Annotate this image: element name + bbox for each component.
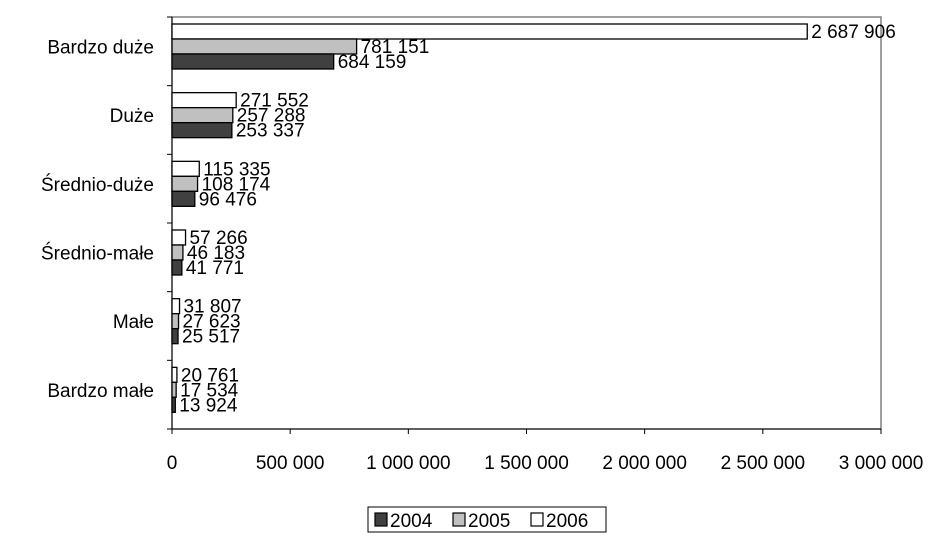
- bar-2006: [171, 23, 808, 40]
- bar-2006: [171, 298, 181, 315]
- data-label: 17 534: [180, 380, 239, 401]
- data-label: 108 174: [202, 174, 271, 195]
- bar-2004: [171, 328, 179, 345]
- bar-2005: [171, 313, 180, 330]
- bar-2005: [171, 38, 358, 55]
- bar-2005: [171, 381, 177, 398]
- x-tick-label: 1 500 000: [484, 453, 569, 474]
- x-tick-label: 500 000: [256, 453, 325, 474]
- data-label: 115 335: [203, 159, 270, 180]
- x-tick-label: 1 000 000: [366, 453, 451, 474]
- plot-border: [171, 16, 882, 430]
- category-label: Średnio-małe: [41, 243, 154, 265]
- category-label: Małe: [113, 312, 154, 333]
- data-label: 57 266: [190, 228, 248, 249]
- bar-2005: [171, 175, 199, 192]
- x-tick-label: 3 000 000: [839, 453, 924, 474]
- data-label: 257 288: [237, 106, 306, 127]
- bar-2005: [171, 244, 184, 261]
- category-label: Bardzo małe: [47, 381, 154, 402]
- x-tick-label: 2 000 000: [602, 453, 687, 474]
- data-label: 20 761: [181, 365, 239, 386]
- x-tick-label: 2 500 000: [721, 453, 806, 474]
- legend-label: 2004: [390, 511, 433, 532]
- data-label: 41 771: [186, 258, 244, 279]
- bar-2006: [171, 229, 187, 246]
- legend-box: [367, 506, 607, 533]
- legend-swatch-2006: [530, 512, 544, 527]
- category-label: Średnio-duże: [41, 174, 154, 196]
- bar-2005: [171, 107, 234, 124]
- data-label: 46 183: [187, 243, 245, 264]
- data-label: 31 807: [184, 297, 242, 318]
- data-label: 13 924: [179, 395, 238, 416]
- x-tick-label: 0: [167, 453, 178, 474]
- legend-label: 2006: [546, 511, 588, 532]
- data-label: 96 476: [199, 189, 257, 210]
- bar-2004: [171, 259, 183, 276]
- plot-area: 0 500 000 1 000 000 1 500 000 2 000 000 2 500…: [41, 16, 924, 474]
- data-label: 271 552: [240, 91, 309, 112]
- data-label: 27 623: [183, 312, 241, 333]
- data-label: 25 517: [182, 327, 240, 348]
- bar-2006: [171, 366, 178, 383]
- data-label: 781 151: [361, 37, 430, 58]
- bar-2004: [171, 190, 196, 207]
- bar-2006: [171, 92, 237, 109]
- bar-2006: [171, 160, 200, 177]
- legend-swatch-2005: [452, 512, 466, 527]
- bar-2004: [171, 53, 335, 70]
- legend: 2004 2005 2006: [367, 506, 607, 533]
- data-label: 2 687 906: [811, 22, 896, 43]
- bar-2004: [171, 396, 176, 413]
- data-label: 684 159: [338, 52, 407, 73]
- legend-label: 2005: [468, 511, 510, 532]
- category-label: Bardzo duże: [47, 38, 154, 59]
- legend-swatch-2004: [374, 512, 388, 527]
- data-label: 253 337: [236, 121, 305, 142]
- category-label: Duże: [110, 106, 154, 127]
- bar-2004: [171, 122, 233, 139]
